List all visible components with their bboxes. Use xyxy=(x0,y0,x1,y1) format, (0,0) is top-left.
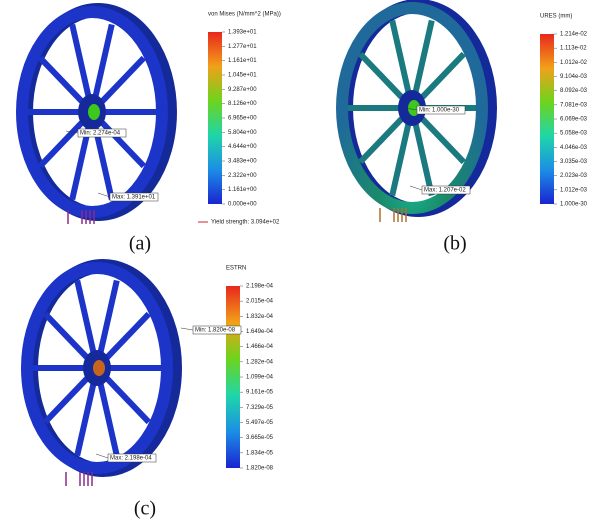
yield-label: Yield strength: 3.094e+02 xyxy=(211,220,280,226)
annotation: Max: 2.198e-04 xyxy=(110,456,152,462)
annotation-leader xyxy=(96,454,108,458)
annotation-leader xyxy=(410,186,422,190)
scale-label: 1.113e-02 xyxy=(560,46,587,52)
caption: (c) xyxy=(134,498,156,520)
scale-label: 7.081e-03 xyxy=(560,102,588,108)
scale-label: 8.126e+00 xyxy=(228,101,257,107)
scale-label: 9.161e-05 xyxy=(246,390,274,396)
color-scale xyxy=(540,34,554,204)
scale-label: 5.497e-05 xyxy=(246,420,274,426)
legend-title: URES (mm) xyxy=(540,14,572,20)
scale-label: 5.804e+00 xyxy=(228,130,257,136)
color-scale xyxy=(208,32,222,204)
scale-label: 1.277e+01 xyxy=(228,44,257,50)
scale-label: 2.198e-04 xyxy=(246,284,274,290)
scale-label: 6.965e+00 xyxy=(228,116,257,122)
scale-label: 9.104e-03 xyxy=(560,74,588,80)
annotation: Min: 2.274e-04 xyxy=(80,131,121,137)
hub-center xyxy=(93,360,105,376)
scale-label: 8.092e-03 xyxy=(560,88,588,94)
annotation: Max: 1.391e+01 xyxy=(112,195,156,201)
annotation: Max: 1.207e-02 xyxy=(424,188,466,194)
figure: von Mises (N/mm^2 (MPa)) 1.393e+01 1.277e+… xyxy=(0,0,595,523)
scale-label: 0.000e+00 xyxy=(228,202,257,208)
scale-label: 5.058e-03 xyxy=(560,131,588,137)
legend-title: von Mises (N/mm^2 (MPa)) xyxy=(208,12,281,18)
annotation: Min: 1.820e-08 xyxy=(195,328,236,334)
scale-label: 3.035e-03 xyxy=(560,159,588,165)
scale-label: 1.820e-08 xyxy=(246,466,274,472)
scale-label: 2.015e-04 xyxy=(246,299,274,305)
scale-label: 4.644e+00 xyxy=(228,144,257,150)
scale-label: 1.012e-03 xyxy=(560,187,588,193)
scale-label: 1.649e-04 xyxy=(246,329,274,335)
scale-label: 1.000e-30 xyxy=(560,202,588,208)
scale-label: 1.393e+01 xyxy=(228,30,257,36)
scale-label: 6.069e-03 xyxy=(560,117,588,123)
scale-label: 1.012e-02 xyxy=(560,60,588,66)
legend-title: ESTRN xyxy=(226,266,246,272)
scale-label: 1.161e+01 xyxy=(228,58,257,64)
scale-label: 1.045e+01 xyxy=(228,73,257,79)
scale-label: 1.214e-02 xyxy=(560,32,588,38)
scale-label: 1.834e-05 xyxy=(246,450,274,456)
scale-label: 7.329e-05 xyxy=(246,405,274,411)
scale-label: 9.287e+00 xyxy=(228,87,257,93)
scale-label: 1.282e-04 xyxy=(246,359,274,365)
hub-center xyxy=(88,104,100,120)
scale-label: 3.665e-05 xyxy=(246,435,274,441)
scale-label: 1.832e-04 xyxy=(246,314,274,320)
scale-label: 1.161e+00 xyxy=(228,187,257,193)
scale-label: 4.046e-03 xyxy=(560,145,588,151)
caption: (a) xyxy=(129,233,151,255)
scale-label: 1.099e-04 xyxy=(246,375,274,381)
scale-label: 2.023e-03 xyxy=(560,173,588,179)
annotation: Min: 1.000e-30 xyxy=(419,108,460,114)
scale-label: 3.483e+00 xyxy=(228,159,257,165)
color-scale xyxy=(226,286,240,468)
scale-label: 1.466e-04 xyxy=(246,344,274,350)
annotation-leader xyxy=(181,328,193,330)
scale-label: 2.322e+00 xyxy=(228,173,257,179)
caption: (b) xyxy=(443,233,466,255)
